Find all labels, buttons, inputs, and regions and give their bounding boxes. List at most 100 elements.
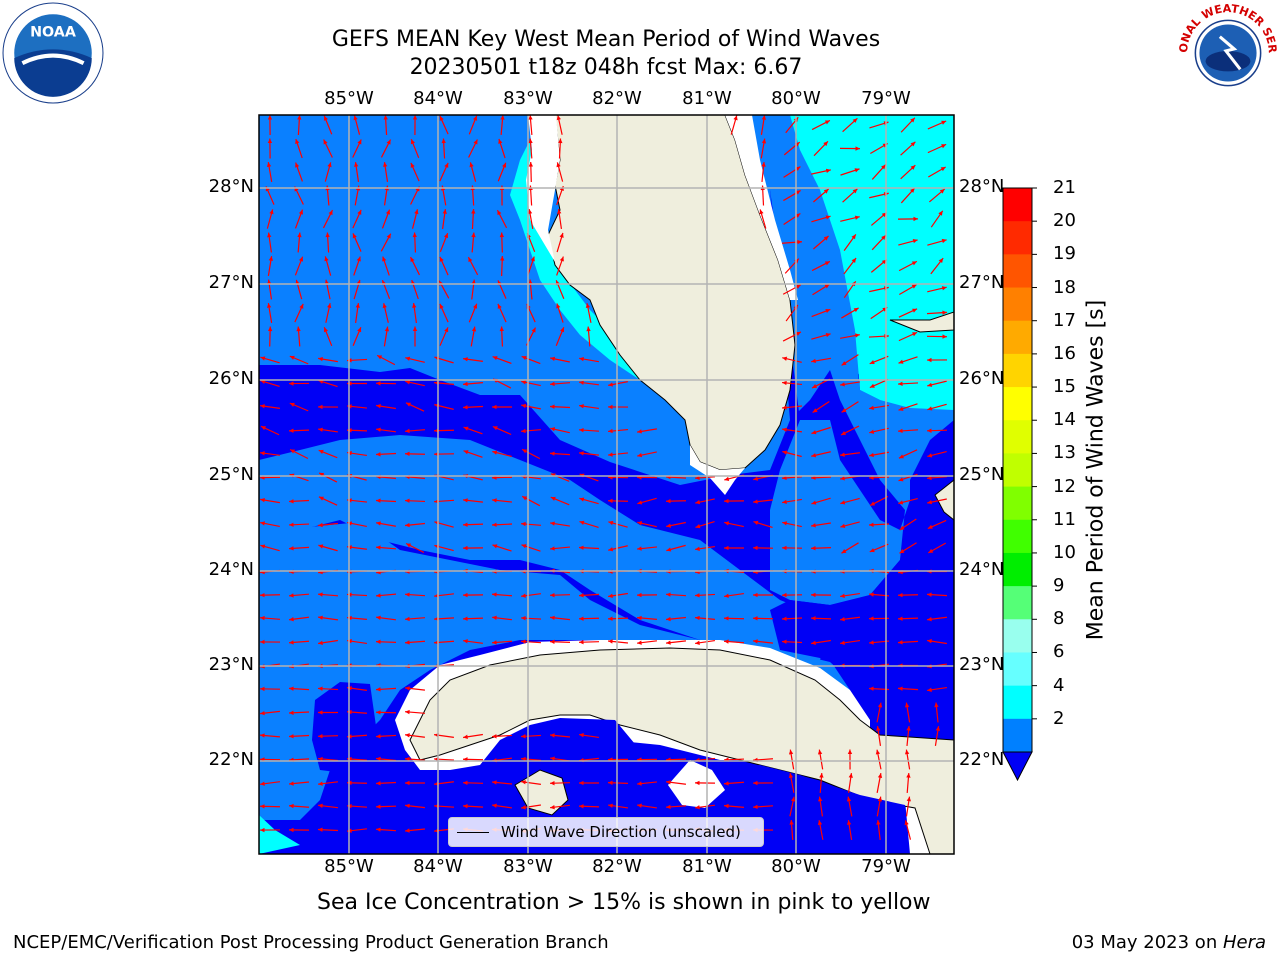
wind-wave-arrowhead [846, 796, 852, 802]
wind-wave-arrowhead [410, 139, 415, 145]
wind-wave-arrowhead [869, 616, 874, 621]
wind-wave-arrowhead [521, 355, 527, 361]
wind-wave-arrowhead [666, 616, 671, 622]
lat-label-right: 28°N [959, 176, 1005, 197]
wind-wave-arrowhead [877, 773, 883, 778]
wind-wave-arrowhead [528, 138, 533, 144]
wind-wave-arrowhead [877, 702, 883, 708]
wind-wave-arrowhead [559, 232, 564, 238]
wind-wave-arrowhead [724, 781, 729, 786]
wind-wave-arrowhead [875, 749, 881, 755]
wind-wave-arrowhead [904, 749, 910, 755]
wind-wave-arrowhead [357, 327, 362, 333]
wind-wave-arrowhead [502, 162, 507, 168]
colorbar-frame [1002, 187, 1033, 753]
wind-wave-arrowhead [376, 804, 381, 809]
wind-wave-arrowhead [637, 781, 642, 786]
wind-wave-arrowhead [352, 233, 357, 239]
wind-wave-arrowhead [761, 115, 767, 120]
colorbar-tick-label: 4 [1053, 674, 1065, 696]
wind-wave-arrowhead [323, 115, 328, 121]
wind-wave-arrowhead [439, 303, 444, 309]
wind-wave-arrowhead [463, 734, 468, 739]
wind-wave-arrowhead [527, 209, 533, 214]
wind-wave-arrowhead [521, 544, 527, 549]
wind-wave-arrowhead [405, 522, 410, 528]
wind-wave-arrowhead [354, 162, 359, 167]
wind-wave-arrowhead [797, 239, 802, 245]
wind-wave-arrowhead [376, 381, 381, 386]
wind-wave-arrowhead [910, 165, 916, 170]
wind-wave-arrowhead [463, 545, 468, 551]
wind-wave-arrowhead [376, 827, 381, 832]
colorbar-segment [1003, 420, 1032, 454]
wind-wave-arrowhead [824, 120, 830, 125]
wind-wave-arrowhead [823, 141, 828, 147]
legend-label: Wind Wave Direction (unscaled) [501, 823, 741, 841]
wind-wave-arrowhead [289, 640, 294, 645]
wind-wave-arrowhead [267, 232, 272, 238]
wind-wave-arrowhead [695, 805, 700, 810]
wind-wave-arrowhead [463, 357, 468, 362]
wind-wave-arrowhead [260, 379, 266, 384]
wind-wave-arrowhead [906, 773, 911, 778]
colorbar-segment [1003, 586, 1032, 620]
lon-label-top: 81°W [682, 88, 732, 109]
wind-wave-arrowhead [260, 592, 265, 598]
wind-wave-arrowhead [463, 803, 468, 809]
wind-wave-arrowhead [269, 209, 274, 215]
wind-wave-arrowhead [530, 256, 535, 262]
wind-wave-arrowhead [941, 238, 947, 244]
wind-wave-arrowhead [521, 593, 526, 598]
wind-wave-arrowhead [376, 593, 381, 598]
ocean-dark-blue-east [770, 370, 954, 740]
wind-wave-arrowhead [927, 382, 933, 387]
wind-wave-arrowhead [811, 592, 816, 598]
wind-wave-arrowhead [666, 592, 671, 597]
wind-wave-arrowhead [928, 548, 934, 553]
wind-wave-arrowhead [608, 452, 613, 457]
wind-wave-arrowhead [939, 189, 945, 194]
wind-wave-arrowhead [463, 616, 468, 621]
wind-wave-arrowhead [289, 827, 294, 833]
wind-wave-arrowhead [521, 521, 526, 527]
wind-wave-arrowhead [848, 773, 853, 778]
wind-wave-arrowhead [376, 734, 381, 739]
wind-wave-arrowhead [260, 710, 265, 716]
colorbar-tick-label: 16 [1053, 342, 1076, 364]
lon-label-bottom: 84°W [413, 856, 463, 877]
wind-wave-arrowhead [406, 543, 412, 548]
wind-wave-arrowhead [318, 356, 323, 362]
sea-ice-note: Sea Ice Concentration > 15% is shown in … [317, 890, 931, 915]
wind-wave-arrowhead [585, 303, 591, 309]
colorbar-segment [1003, 552, 1032, 587]
lat-label-right: 23°N [959, 654, 1005, 675]
wind-wave-arrowhead [927, 524, 933, 529]
wind-wave-arrowhead [556, 303, 561, 309]
wind-wave-arrowhead [753, 499, 758, 504]
wind-wave-arrowhead [841, 431, 847, 435]
wind-wave-arrowhead [818, 796, 823, 802]
lat-label-right: 22°N [959, 749, 1005, 770]
lon-label-top: 79°W [861, 88, 911, 109]
wind-wave-arrowhead [492, 356, 498, 361]
wind-wave-arrowhead [912, 308, 918, 313]
wind-wave-arrowhead [499, 232, 505, 238]
wind-wave-arrowhead [260, 781, 265, 786]
lat-label-right: 25°N [959, 464, 1005, 485]
wind-wave-arrowhead [851, 234, 856, 240]
wind-wave-arrowhead [298, 209, 303, 215]
wind-wave-arrowhead [906, 796, 911, 802]
wind-wave-arrowhead [811, 546, 816, 551]
wind-wave-arrowhead [463, 450, 469, 455]
wind-wave-arrowhead [471, 209, 476, 214]
wind-wave-arrowhead [637, 452, 643, 458]
lat-label-right: 24°N [959, 559, 1005, 580]
wind-wave-arrowhead [318, 803, 323, 808]
wind-wave-arrowhead [463, 522, 468, 527]
small-cay-white [668, 760, 725, 808]
colorbar-tick-label: 8 [1053, 608, 1065, 630]
colorbar-segment [1003, 320, 1032, 355]
wind-wave-arrowhead [608, 498, 613, 504]
wind-wave-arrowhead [463, 780, 468, 786]
